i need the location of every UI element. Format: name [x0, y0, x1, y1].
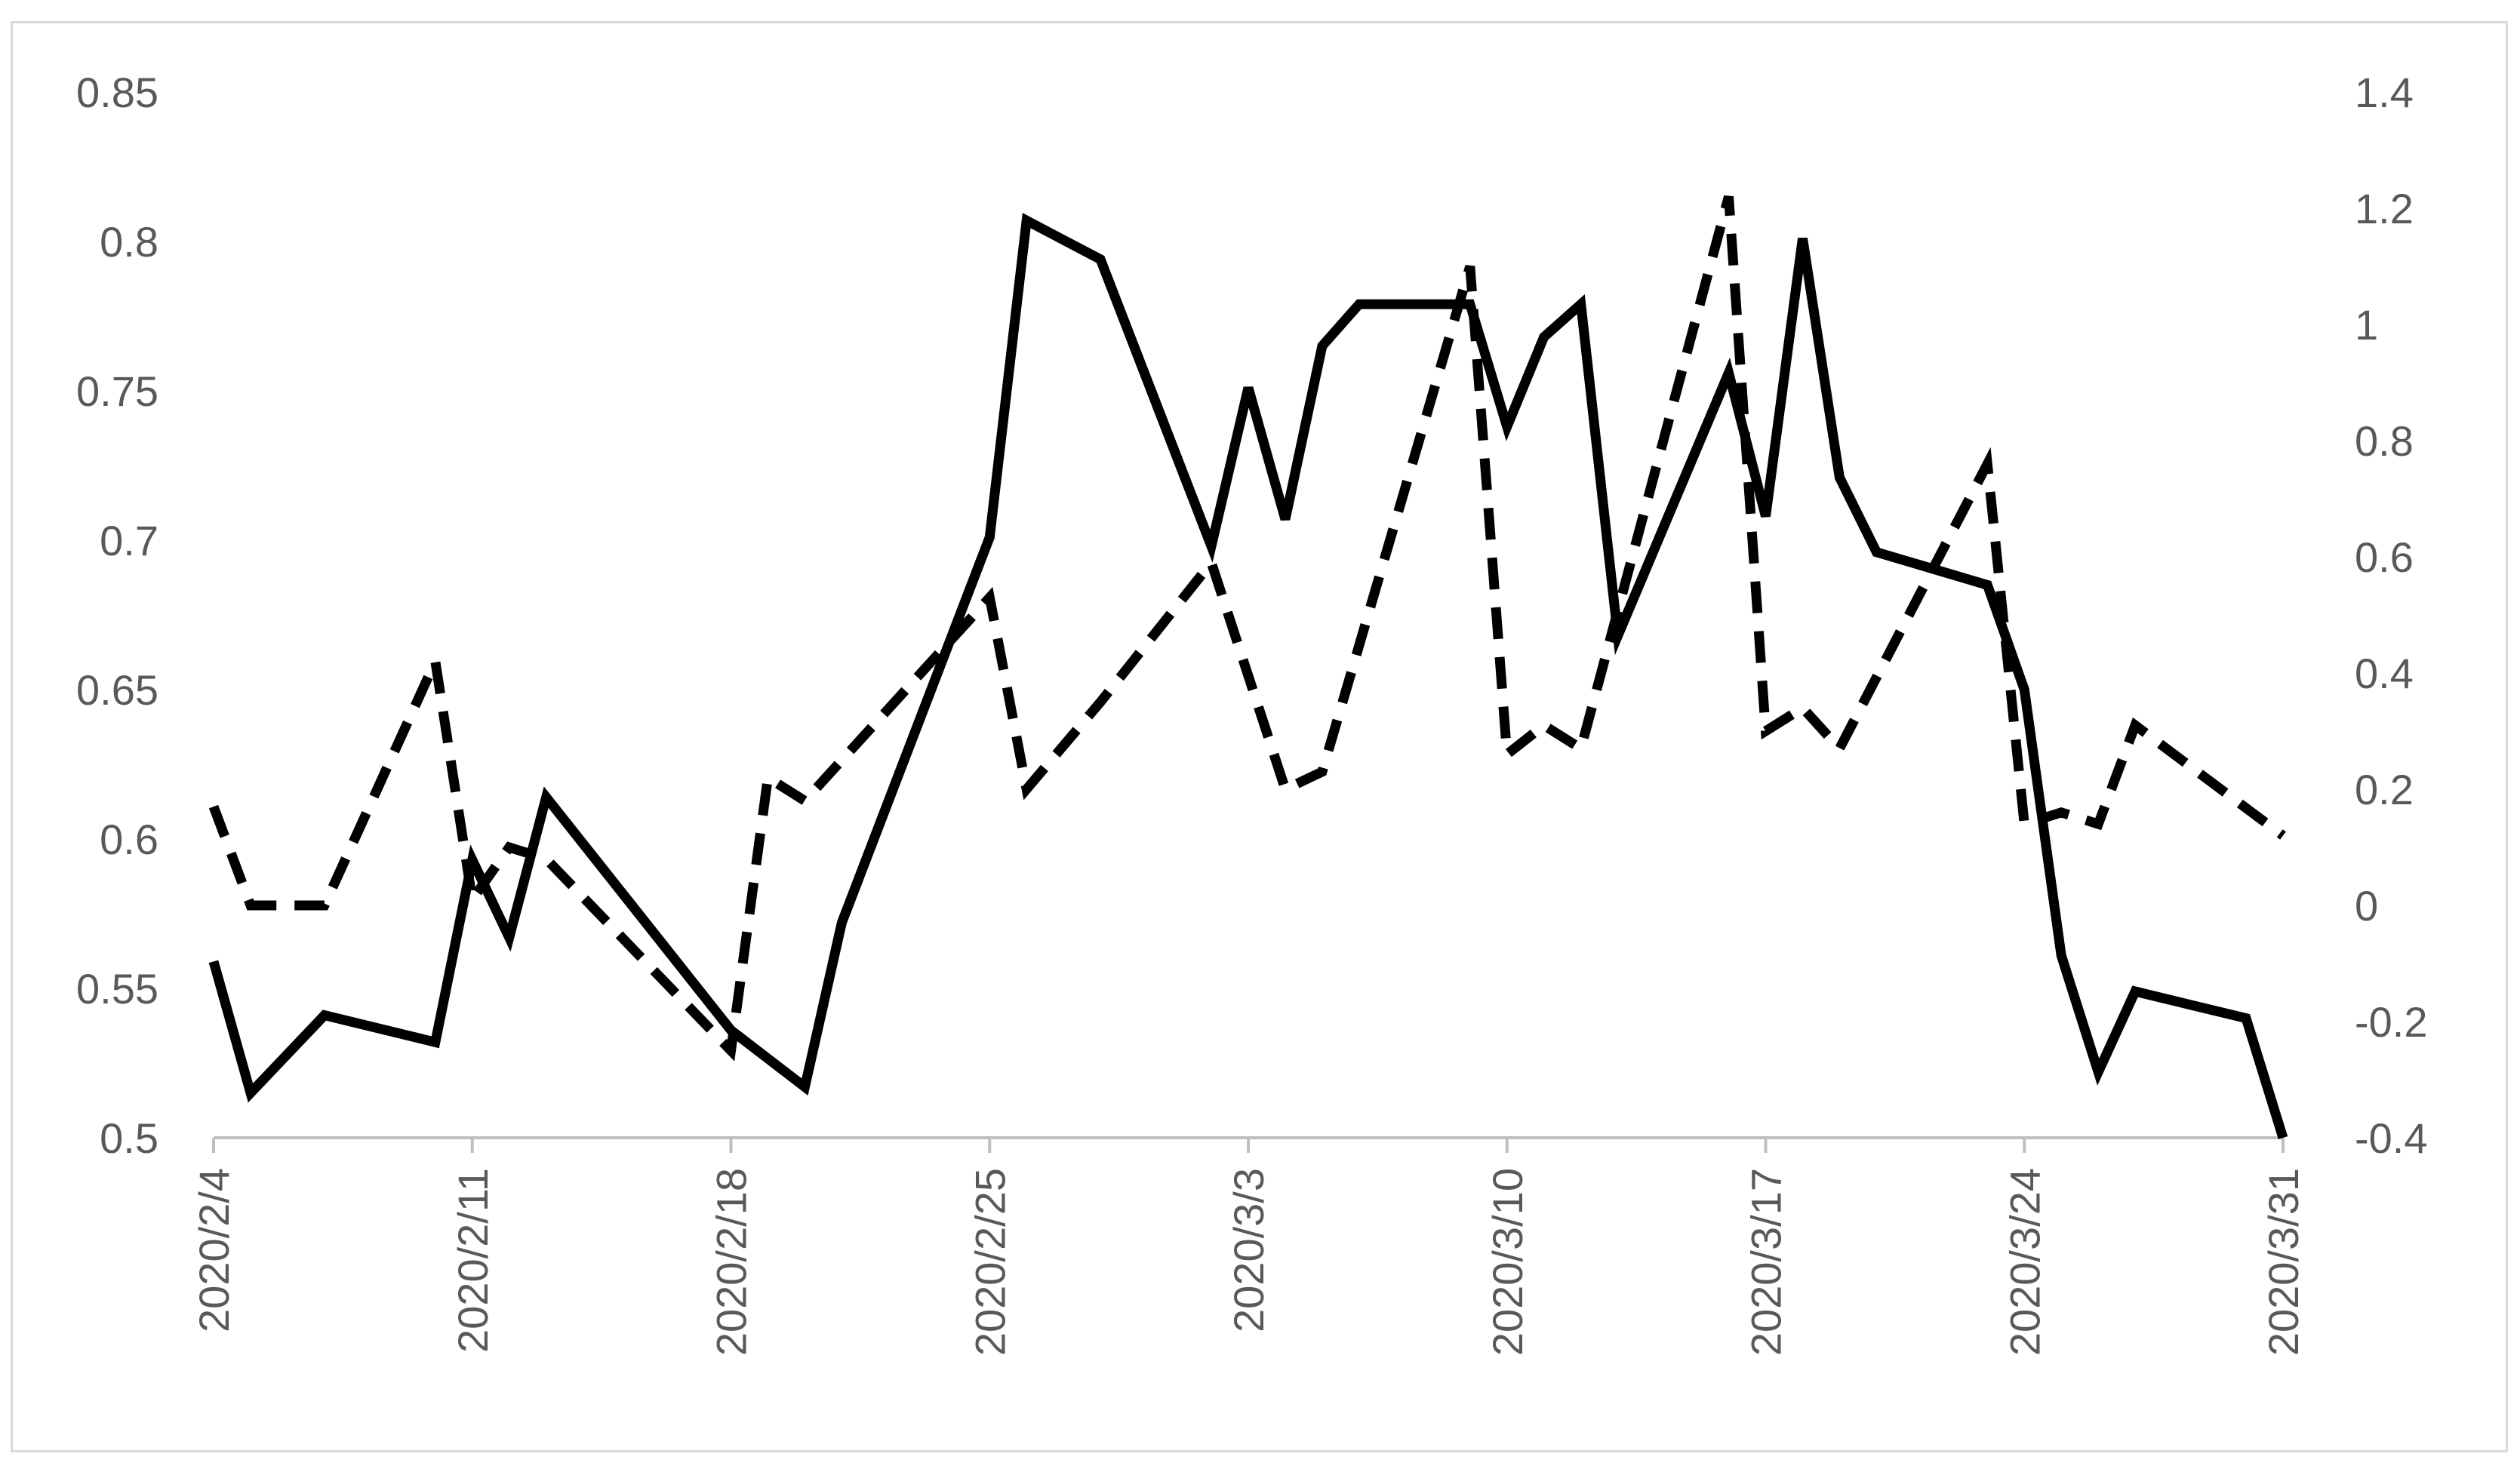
- labels-layer: 2020/2/4 2020/2/11 2020/2/18 2020/2/25 2020/…: [76, 69, 2428, 1356]
- y-right-tick-label: 1.4: [2355, 69, 2414, 116]
- x-tick-label: 2020/3/3: [1225, 1168, 1272, 1332]
- x-tick-label: 2020/2/18: [708, 1168, 755, 1356]
- y-left-tick-label: 0.75: [76, 367, 158, 415]
- y-right-tick-label: 0: [2355, 882, 2378, 930]
- dashed-series-line: [208, 195, 2286, 1062]
- y-left-tick-label: 0.8: [100, 218, 158, 266]
- y-right-tick-label: 0.8: [2355, 417, 2414, 465]
- x-tick-label: 2020/3/17: [1743, 1168, 1790, 1356]
- y-right-tick-label: 0.6: [2355, 533, 2414, 581]
- x-tick-label: 2020/2/11: [449, 1168, 497, 1353]
- y-left-tick-label: 0.5: [100, 1114, 158, 1162]
- y-left-tick-label: 0.85: [76, 69, 158, 116]
- y-right-tick-label: -0.4: [2355, 1114, 2428, 1162]
- y-right-tick-label: 1.2: [2355, 185, 2414, 232]
- chart-frame: [11, 21, 2508, 1452]
- y-left-tick-label: 0.55: [76, 965, 158, 1013]
- y-right-tick-label: -0.2: [2355, 998, 2428, 1046]
- y-left-tick-label: 0.65: [76, 666, 158, 714]
- x-tick-label: 2020/2/4: [190, 1168, 238, 1332]
- series-layer: [208, 195, 2288, 1139]
- y-left-tick-label: 0.6: [100, 816, 158, 863]
- y-right-tick-label: 0.4: [2355, 650, 2414, 697]
- x-tick-label: 2020/2/25: [966, 1168, 1014, 1356]
- x-tick-label: 2020/3/31: [2260, 1168, 2307, 1356]
- y-right-tick-label: 0.2: [2355, 766, 2414, 813]
- y-left-tick-label: 0.7: [100, 517, 158, 564]
- axes-layer: [212, 1136, 2285, 1153]
- x-tick-label: 2020/3/10: [1484, 1168, 1531, 1356]
- x-tick-label: 2020/3/24: [2001, 1168, 2048, 1356]
- y-right-tick-label: 1: [2355, 301, 2378, 349]
